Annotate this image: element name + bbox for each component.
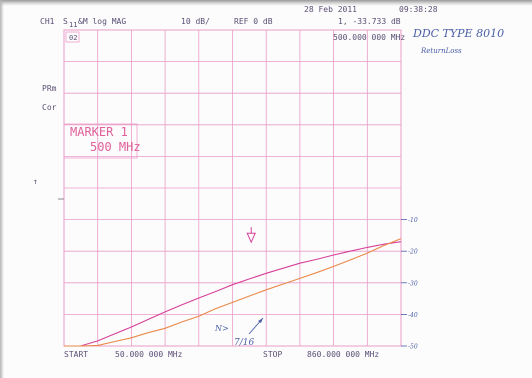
label-7-16-arrowhead-icon — [258, 318, 263, 323]
marker-box-frequency: 500 MHz — [90, 140, 141, 154]
reference-label: REF 0 dB — [234, 17, 273, 26]
reference-arrow-icon: ↑ — [33, 177, 38, 186]
start-label: START — [64, 350, 88, 359]
graticule — [58, 29, 402, 347]
handwritten-tick-label: -50 — [408, 344, 418, 351]
label-nx: N> — [214, 324, 229, 333]
stop-frequency: 860.000 000 MHz — [307, 350, 379, 359]
marker-box-title: MARKER 1 — [70, 125, 128, 139]
print-time: 09:38:28 — [399, 5, 438, 14]
marker-box-frame — [63, 123, 138, 159]
trace-id-box — [65, 31, 80, 43]
trace-id: 02 — [69, 34, 77, 42]
trace-line-nx — [64, 241, 402, 347]
handwritten-db-ticks: -10 -20 -30 -40 -50 — [401, 217, 418, 351]
marker-frequency: 500.000 000 MHz — [333, 33, 405, 42]
handwritten-subtitle: ReturnLoss — [420, 47, 462, 55]
start-frequency: 50.000 000 MHz — [115, 350, 183, 359]
print-date: 28 Feb 2011 — [304, 5, 357, 14]
parameter-format: &M log MAG — [78, 17, 126, 26]
handwritten-tick-label: -20 — [408, 249, 418, 256]
parameter-main: S — [63, 17, 68, 26]
handwritten-tick-label: -40 — [408, 312, 418, 319]
handwritten-tick-label: -30 — [408, 280, 418, 287]
stop-label: STOP — [263, 350, 282, 359]
trace-layer — [64, 227, 402, 347]
handwritten-tick-label: -10 — [408, 217, 418, 224]
handwritten-title: DDC TYPE 8010 — [412, 27, 504, 40]
cor-label: Cor — [42, 103, 57, 112]
parameter-sub: 11 — [69, 21, 77, 29]
marker-arrow-icon — [246, 232, 256, 244]
label-7-16: 7/16 — [234, 338, 254, 348]
marker-readout: 1, -33.733 dB — [338, 17, 401, 26]
prm-label: PRm — [42, 84, 57, 93]
scale-label: 10 dB/ — [181, 17, 210, 26]
channel-label: CH1 — [40, 17, 55, 26]
trace-line-7-16 — [64, 238, 402, 347]
